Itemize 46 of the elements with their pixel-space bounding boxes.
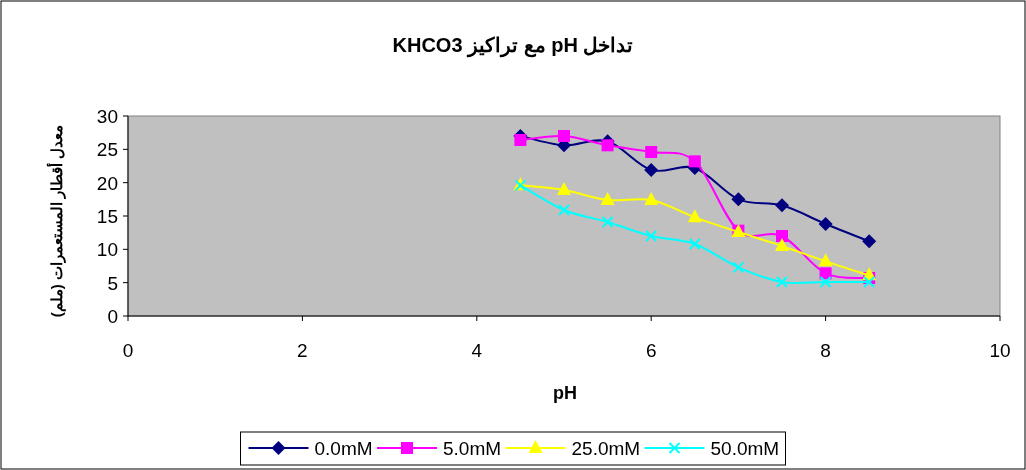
y-tick-label: 5 — [107, 272, 118, 294]
point — [558, 204, 570, 216]
y-tick-label: 30 — [96, 106, 118, 127]
point — [818, 253, 833, 267]
point — [645, 146, 658, 158]
point — [514, 134, 527, 146]
point — [687, 209, 702, 223]
point — [557, 182, 571, 195]
point — [818, 217, 833, 231]
legend-label: 5.0mM — [443, 438, 502, 459]
point — [819, 267, 832, 280]
point — [688, 155, 701, 168]
x-tick-label: 4 — [471, 340, 483, 361]
point — [601, 216, 614, 228]
x-axis-title: pH — [553, 383, 577, 403]
point — [775, 198, 789, 213]
y-tick-label: 0 — [107, 306, 118, 327]
point — [645, 230, 658, 242]
point — [644, 192, 659, 205]
y-axis-title: معدل أقطار المستعمرات (ملم) — [46, 124, 66, 318]
point — [819, 276, 832, 288]
point — [601, 139, 614, 152]
y-tick-label: 10 — [96, 239, 118, 261]
legend-label: 50.0mM — [710, 438, 780, 459]
chart-title: تداخل pH مع تراكيز KHCO3 — [392, 34, 634, 58]
point — [776, 276, 788, 288]
point — [776, 230, 788, 242]
x-tick-label: 6 — [645, 340, 657, 361]
point — [558, 130, 570, 142]
point — [731, 192, 746, 207]
y-tick-label: 15 — [96, 206, 118, 227]
legend-label: 25.0mM — [571, 438, 641, 459]
x-tick-label: 2 — [297, 340, 308, 361]
y-tick-label: 20 — [96, 172, 118, 194]
point — [600, 192, 615, 205]
legend-label: 0.0mM — [314, 438, 373, 459]
point — [862, 234, 877, 249]
point — [644, 163, 659, 177]
point — [688, 238, 701, 250]
y-tick-label: 25 — [96, 139, 118, 161]
point — [732, 261, 745, 274]
point — [775, 238, 789, 251]
x-tick-label: 0 — [122, 340, 134, 361]
x-tick-label: 10 — [989, 340, 1011, 361]
point — [863, 276, 876, 288]
x-tick-label: 8 — [820, 340, 831, 361]
